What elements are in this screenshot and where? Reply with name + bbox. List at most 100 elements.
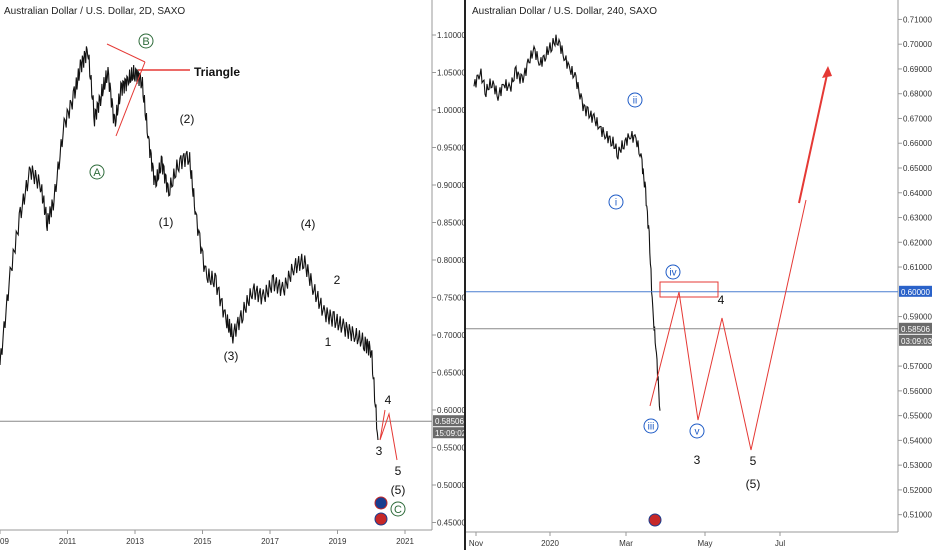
left-x-tick-label: 2019 bbox=[329, 537, 347, 546]
triangle-upper-line bbox=[106, 43, 146, 63]
left-y-tick-label: 0.50000 bbox=[437, 481, 466, 490]
wave-label-i-circle bbox=[608, 194, 624, 210]
left-y-tick-label: 0.75000 bbox=[437, 294, 466, 303]
left-x-tick-label: 2013 bbox=[126, 537, 144, 546]
left-x-tick-label: 2015 bbox=[194, 537, 212, 546]
wave-label-v-circle bbox=[689, 423, 705, 439]
left-chart-title: Australian Dollar / U.S. Dollar, 2D, SAX… bbox=[4, 6, 186, 17]
right-current-time-text: 03:09:03 bbox=[901, 337, 932, 346]
left-price-line bbox=[0, 46, 379, 441]
left-y-tick-label: 0.95000 bbox=[437, 144, 466, 153]
left-current-time-text: 15:09:02 bbox=[435, 429, 467, 438]
right-level-text: 0.60000 bbox=[901, 288, 930, 297]
wave-label-3: 3 bbox=[376, 444, 383, 458]
triangle-label: Triangle bbox=[194, 65, 240, 79]
wave-label-ii: ii bbox=[633, 96, 637, 107]
right-flag-icon bbox=[648, 513, 662, 527]
right-current-time-tag bbox=[899, 334, 932, 346]
left-projection-line bbox=[379, 409, 398, 461]
right-y-tick-label: 0.63000 bbox=[903, 214, 932, 223]
wave-label-5: 5 bbox=[395, 464, 402, 478]
right-x-tick-label: Mar bbox=[619, 539, 633, 548]
left-current-price-text: 0.58506 bbox=[435, 417, 464, 426]
wave-label-iv: iv bbox=[669, 268, 676, 279]
au-flag-icon bbox=[374, 496, 388, 510]
right-y-tick-label: 0.59000 bbox=[903, 313, 932, 322]
right-y-tick-label: 0.65000 bbox=[903, 164, 932, 173]
right-y-tick-label: 0.66000 bbox=[903, 139, 932, 148]
wave-label-b: B bbox=[142, 36, 149, 48]
right-y-tick-label: 0.70000 bbox=[903, 40, 932, 49]
right-level-tag bbox=[899, 285, 932, 297]
right-y-tick-label: 0.55000 bbox=[903, 412, 932, 421]
right-chart-title: Australian Dollar / U.S. Dollar, 240, SA… bbox=[472, 6, 658, 17]
panel-divider[interactable] bbox=[464, 0, 466, 550]
wave-label-paren5: (5) bbox=[391, 483, 406, 497]
left-y-tick-label: 0.80000 bbox=[437, 256, 466, 265]
right-x-tick-label: 2020 bbox=[541, 539, 559, 548]
wave-label-2: 2 bbox=[334, 273, 341, 287]
left-y-tick-label: 0.70000 bbox=[437, 331, 466, 340]
left-y-tick-label: 1.00000 bbox=[437, 106, 466, 115]
us-flag-icon bbox=[374, 512, 388, 526]
right-y-tick-label: 0.71000 bbox=[903, 15, 932, 24]
left-x-tick-label: 2021 bbox=[396, 537, 414, 546]
right-projection-arrow bbox=[798, 69, 829, 204]
right-y-tick-label: 0.64000 bbox=[903, 189, 932, 198]
left-y-tick-label: 0.60000 bbox=[437, 406, 466, 415]
wave-label-ii-circle bbox=[627, 92, 643, 108]
right-chart-canvas[interactable]: 0.71000 0.70000 0.69000 0.68000 0.67000 0.660… bbox=[466, 0, 932, 550]
right-y-tick-label: 0.62000 bbox=[903, 238, 932, 247]
wave-label-paren2: (2) bbox=[180, 112, 195, 126]
wave-label-v: v bbox=[695, 427, 700, 438]
right-y-tick-label: 0.56000 bbox=[903, 387, 932, 396]
right-y-tick-label: 0.68000 bbox=[903, 90, 932, 99]
right-price-line bbox=[473, 34, 661, 411]
wave-label-1: 1 bbox=[325, 335, 332, 349]
wave-label-iii-circle bbox=[643, 418, 659, 434]
right-x-tick-label: Nov bbox=[469, 539, 483, 548]
left-chart-panel[interactable]: Australian Dollar / U.S. Dollar, 2D, SAX… bbox=[0, 0, 467, 550]
right-y-tick-label: 0.52000 bbox=[903, 486, 932, 495]
wave-label-i: i bbox=[615, 198, 617, 209]
wave-label-paren5-right: (5) bbox=[746, 477, 761, 491]
left-chart-canvas[interactable]: 1.10000 1.05000 1.00000 0.95000 0.90000 0.850… bbox=[0, 0, 467, 550]
left-y-tick-label: 1.05000 bbox=[437, 69, 466, 78]
wave-label-5-right: 5 bbox=[750, 454, 757, 468]
left-y-tick-label: 0.65000 bbox=[437, 369, 466, 378]
wave-a-circle bbox=[89, 164, 105, 180]
wave-label-iv-circle bbox=[665, 264, 681, 280]
right-chart-panel[interactable]: Australian Dollar / U.S. Dollar, 240, SA… bbox=[466, 0, 932, 550]
left-y-tick-label: 0.45000 bbox=[437, 519, 466, 528]
left-current-time-tag bbox=[433, 427, 467, 439]
wave-label-paren3: (3) bbox=[224, 349, 239, 363]
wave-label-4-right: 4 bbox=[718, 293, 725, 307]
right-arrow-head bbox=[822, 66, 832, 78]
wave-label-iii: iii bbox=[648, 422, 655, 433]
right-target-box bbox=[659, 281, 719, 298]
right-y-tick-label: 0.57000 bbox=[903, 362, 932, 371]
right-projection-line bbox=[649, 199, 807, 451]
right-y-tick-label: 0.51000 bbox=[903, 511, 932, 520]
right-y-tick-label: 0.53000 bbox=[903, 461, 932, 470]
wave-b-circle bbox=[138, 33, 154, 49]
right-current-price-tag bbox=[899, 322, 932, 334]
wave-label-a: A bbox=[93, 167, 101, 179]
wave-label-c: C bbox=[394, 504, 402, 516]
right-y-tick-label: 0.69000 bbox=[903, 65, 932, 74]
wave-label-paren4: (4) bbox=[301, 217, 316, 231]
left-x-tick-label: 2011 bbox=[59, 537, 77, 546]
right-y-tick-label: 0.67000 bbox=[903, 114, 932, 123]
wave-label-3-right: 3 bbox=[694, 453, 701, 467]
left-y-tick-label: 0.55000 bbox=[437, 444, 466, 453]
right-y-tick-label: 0.61000 bbox=[903, 263, 932, 272]
right-x-tick-label: May bbox=[697, 539, 712, 548]
left-y-tick-label: 0.90000 bbox=[437, 181, 466, 190]
right-y-tick-label: 0.54000 bbox=[903, 436, 932, 445]
left-y-tick-label: 1.10000 bbox=[437, 31, 466, 40]
triangle-lower-line bbox=[115, 61, 146, 137]
left-y-tick-label: 0.85000 bbox=[437, 219, 466, 228]
wave-c-circle bbox=[390, 501, 406, 517]
left-x-tick-label: 2017 bbox=[261, 537, 279, 546]
left-x-tick-label: 2009 bbox=[0, 537, 9, 546]
